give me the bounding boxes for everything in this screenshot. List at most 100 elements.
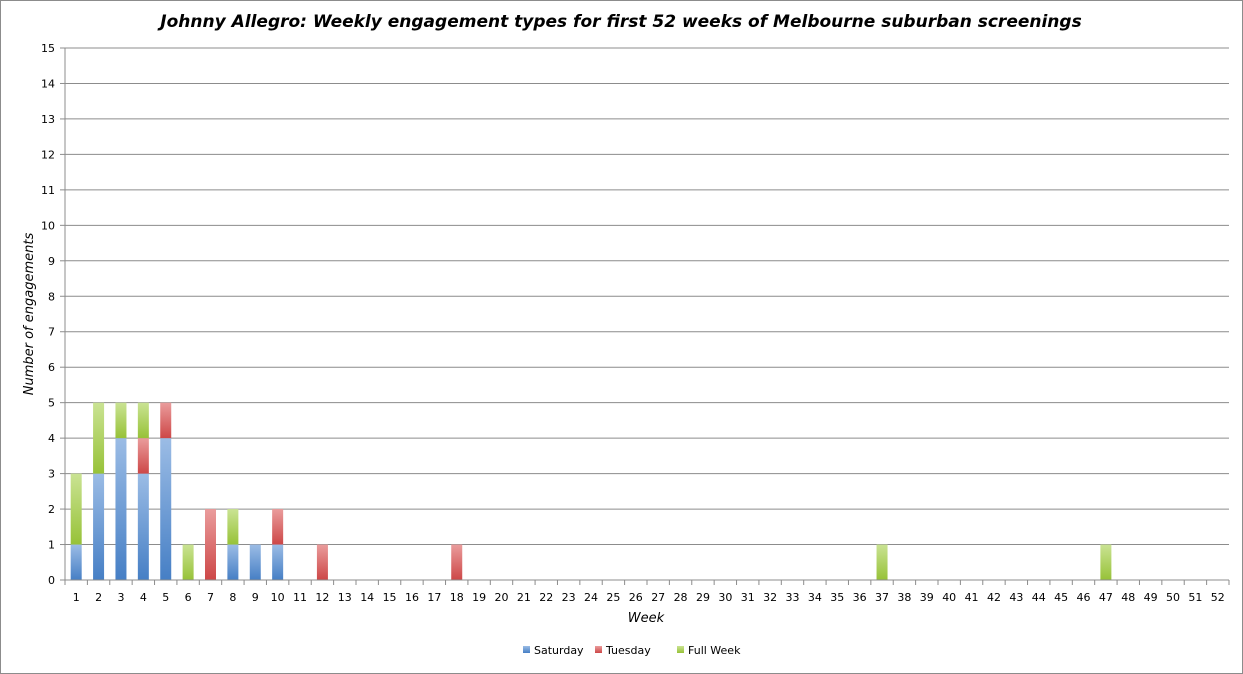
y-tick-label: 4 <box>48 432 55 445</box>
bar-full-week <box>182 544 194 580</box>
x-tick-label: 15 <box>383 591 397 604</box>
bar-tuesday <box>160 402 172 439</box>
x-tick-label: 25 <box>606 591 620 604</box>
y-tick-label: 3 <box>48 468 55 481</box>
bar-full-week <box>70 473 82 545</box>
x-tick-label: 7 <box>207 591 214 604</box>
y-tick-label: 0 <box>48 574 55 587</box>
x-tick-label: 37 <box>875 591 889 604</box>
bar-saturday <box>137 473 149 580</box>
x-tick-label: 13 <box>338 591 352 604</box>
legend-swatch <box>523 646 530 653</box>
bar-tuesday <box>205 509 216 580</box>
bar-saturday <box>272 544 284 580</box>
bar-saturday <box>249 544 261 580</box>
y-tick-label: 8 <box>48 290 55 303</box>
y-tick-label: 6 <box>48 361 55 374</box>
x-tick-label: 34 <box>808 591 822 604</box>
chart-title: Johnny Allegro: Weekly engagement types … <box>157 12 1081 32</box>
x-tick-label: 46 <box>1077 591 1091 604</box>
bars <box>70 402 1112 580</box>
x-axis-title: Week <box>628 611 665 626</box>
x-tick-label: 41 <box>965 591 979 604</box>
x-tick-label: 14 <box>360 591 374 604</box>
bar-full-week <box>227 509 239 545</box>
x-tick-label: 6 <box>185 591 192 604</box>
bar-full-week <box>876 544 888 580</box>
legend: Saturday Tuesday Full Week <box>523 644 741 657</box>
x-tick-label: 8 <box>229 591 236 604</box>
x-tick-label: 32 <box>763 591 777 604</box>
x-tick-label: 36 <box>853 591 867 604</box>
x-tick-label: 49 <box>1144 591 1158 604</box>
x-tick-label: 39 <box>920 591 934 604</box>
y-tick-label: 14 <box>41 77 55 90</box>
x-tick-label: 11 <box>293 591 307 604</box>
x-tick-label: 44 <box>1032 591 1046 604</box>
x-tick-label: 24 <box>584 591 598 604</box>
bar-tuesday <box>272 509 284 545</box>
x-tick-label: 16 <box>405 591 419 604</box>
y-tick-label: 15 <box>41 42 55 55</box>
bar-tuesday <box>451 544 463 580</box>
x-tick-label: 52 <box>1211 591 1225 604</box>
x-tick-label: 45 <box>1054 591 1068 604</box>
x-tick-label: 43 <box>1009 591 1023 604</box>
x-tick-label: 38 <box>897 591 911 604</box>
y-tick-label: 13 <box>41 113 55 126</box>
x-tick-label: 47 <box>1099 591 1113 604</box>
bar-tuesday <box>316 544 328 580</box>
x-tick-label: 22 <box>539 591 553 604</box>
y-tick-label: 10 <box>41 219 55 232</box>
bar-full-week <box>1100 544 1112 580</box>
x-tick-label: 5 <box>162 591 169 604</box>
x-tick-label: 42 <box>987 591 1001 604</box>
x-tick-label: 19 <box>472 591 486 604</box>
y-tick-label: 1 <box>48 539 55 552</box>
x-tick-label: 31 <box>741 591 755 604</box>
x-tick-label: 3 <box>117 591 124 604</box>
x-tick-label: 50 <box>1166 591 1180 604</box>
x-tick-label: 27 <box>651 591 665 604</box>
bar-full-week <box>93 402 105 474</box>
x-tick-label: 10 <box>271 591 285 604</box>
bar-saturday <box>70 544 82 580</box>
x-tick-label: 28 <box>674 591 688 604</box>
y-axis-title: Number of engagements <box>22 233 37 396</box>
x-tick-label: 20 <box>495 591 509 604</box>
x-tick-label: 2 <box>95 591 102 604</box>
x-tick-label: 29 <box>696 591 710 604</box>
x-tick-label: 35 <box>830 591 844 604</box>
x-tick-label: 33 <box>786 591 800 604</box>
legend-swatch <box>595 646 602 653</box>
x-tick-label: 17 <box>427 591 441 604</box>
bar-saturday <box>160 438 172 580</box>
x-tick-label: 51 <box>1188 591 1202 604</box>
bar-tuesday <box>137 438 149 474</box>
bar-saturday <box>115 438 127 580</box>
x-tick-label: 48 <box>1121 591 1135 604</box>
x-tick-label: 9 <box>252 591 259 604</box>
legend-label: Saturday <box>534 644 584 657</box>
x-tick-label: 21 <box>517 591 531 604</box>
x-tick-label: 12 <box>315 591 329 604</box>
y-tick-label: 2 <box>48 503 55 516</box>
y-tick-label: 5 <box>48 397 55 410</box>
x-tick-label: 4 <box>140 591 147 604</box>
y-tick-label: 12 <box>41 148 55 161</box>
bar-full-week <box>115 402 127 439</box>
x-tick-label: 40 <box>942 591 956 604</box>
gridlines <box>65 47 1229 581</box>
y-tick-label: 7 <box>48 326 55 339</box>
legend-label: Tuesday <box>605 644 651 657</box>
y-tick-label: 9 <box>48 255 55 268</box>
bar-saturday <box>93 473 105 580</box>
legend-swatch <box>677 646 684 653</box>
legend-label: Full Week <box>688 644 741 657</box>
y-tick-label: 11 <box>41 184 55 197</box>
x-tick-label: 30 <box>718 591 732 604</box>
x-tick-label: 1 <box>73 591 80 604</box>
